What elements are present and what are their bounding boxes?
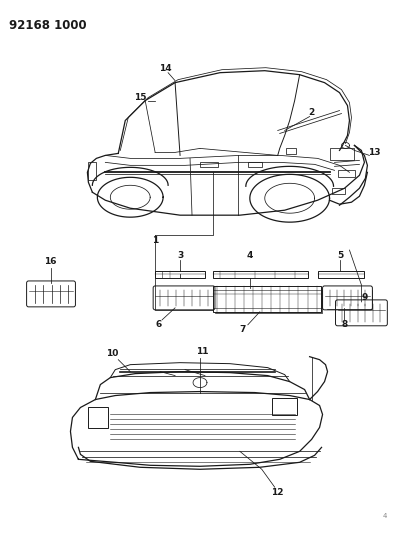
Bar (337, 171, 356, 177)
Bar (155, 271, 205, 278)
Text: 8: 8 (341, 320, 348, 329)
Bar (88, 163, 96, 180)
Bar (329, 148, 354, 160)
Bar (272, 398, 297, 416)
Text: 6: 6 (155, 320, 161, 329)
Bar (88, 407, 109, 429)
Text: 4: 4 (383, 513, 387, 519)
Bar (286, 148, 296, 155)
Text: 1: 1 (152, 236, 158, 245)
Bar (200, 163, 218, 167)
Bar (331, 188, 345, 194)
Text: 11: 11 (196, 347, 208, 356)
Text: 13: 13 (368, 148, 381, 157)
Text: 4: 4 (247, 251, 253, 260)
Text: 9: 9 (361, 293, 367, 302)
Text: 2: 2 (308, 108, 315, 117)
Text: 7: 7 (240, 325, 246, 334)
Text: 16: 16 (44, 256, 57, 265)
Text: 10: 10 (106, 349, 118, 358)
Bar (213, 271, 308, 278)
Text: 5: 5 (337, 251, 344, 260)
Text: 3: 3 (177, 251, 183, 260)
Text: 12: 12 (272, 488, 284, 497)
Text: 15: 15 (134, 93, 147, 102)
Bar (318, 271, 364, 278)
Text: 92168 1000: 92168 1000 (9, 19, 86, 32)
Bar (248, 163, 262, 167)
Text: 14: 14 (159, 64, 171, 73)
